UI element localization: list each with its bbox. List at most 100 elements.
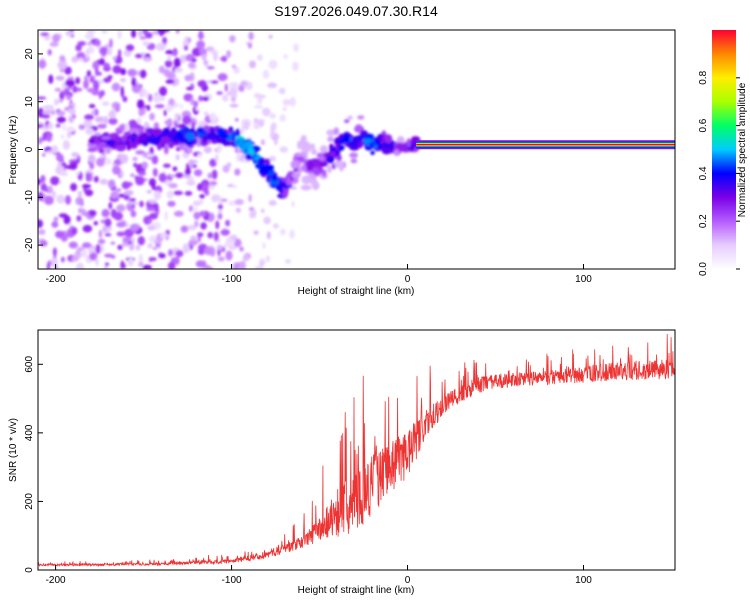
spectrogram-noise-cell (112, 165, 121, 175)
spectrogram-noise-cell (217, 73, 228, 82)
spectrogram-noise-cell (38, 191, 44, 201)
spectrogram-noise-cell (98, 229, 103, 239)
spectrogram-marks (38, 30, 675, 269)
spectrogram-noise-cell (130, 210, 137, 218)
spectrogram-noise-cell (163, 163, 171, 168)
spectrogram-noise-cell (112, 65, 122, 74)
spectrogram-noise-cell (108, 110, 117, 119)
spectrogram-noise-cell (84, 33, 95, 40)
spectrogram-noise-cell (158, 253, 166, 259)
spectrogram-noise-cell (173, 190, 184, 196)
spectrogram-noise-cell (175, 30, 180, 34)
spectrogram-noise-cell (116, 231, 126, 237)
spectrogram-noise-cell (278, 87, 286, 95)
spectrogram-noise-cell (229, 35, 236, 43)
spectrogram-noise-cell (82, 242, 92, 249)
spectrogram-noise-cell (38, 59, 47, 69)
spectrogram-noise-cell (182, 243, 190, 254)
spectrogram-noise-cell (71, 56, 78, 63)
spectrogram-ridge-cell (386, 141, 395, 150)
spectrogram-noise-cell (225, 219, 231, 227)
spectrogram-noise-cell (56, 116, 66, 124)
spectrogram-noise-cell (66, 131, 72, 139)
spectrogram-ridge-cell (237, 139, 245, 149)
spectrogram-noise-cell (99, 46, 109, 55)
spectrogram-noise-cell (242, 254, 250, 262)
spectrogram-noise-cell (154, 104, 165, 109)
spectrogram-noise-cell (84, 189, 94, 197)
spectrogram-noise-cell (148, 199, 157, 204)
spectrogram-noise-cell (102, 226, 107, 233)
spectrogram-noise-cell (289, 229, 295, 239)
spectrogram-noise-cell (166, 190, 174, 199)
spectrogram-noise-cell (202, 265, 212, 269)
spectrogram-ridge-cell (396, 136, 405, 145)
snr-frame (37, 329, 676, 571)
spectrogram-ridge-cell (349, 152, 358, 159)
spectrogram-noise-cell (131, 30, 137, 38)
spectrogram-noise-cell (149, 257, 157, 262)
spectrogram-noise-cell (83, 119, 93, 128)
spectrogram-ridge-cell (160, 136, 170, 145)
spectrogram-ridge-cell (326, 165, 332, 174)
spectrogram-ridge-cell (206, 132, 218, 140)
x-tick-label: -200 (46, 575, 66, 586)
spectrogram-ridge-cell (151, 128, 163, 136)
spectrogram-ridge-cell (322, 169, 327, 178)
spectrogram-noise-cell (53, 216, 59, 222)
spectrogram-ridge-cell (337, 139, 345, 144)
spectrogram-ridge-cell (114, 135, 121, 143)
spectrogram-noise-cell (85, 53, 89, 59)
spectrogram-ridge-cell (128, 128, 140, 134)
spectrogram-noise-cell (149, 112, 156, 121)
spectrogram-noise-cell (154, 239, 161, 245)
spectrogram-noise-cell (141, 161, 148, 169)
colorbar: 0.0 0.2 0.4 0.6 0.8 Normalized spectral ampl… (698, 30, 748, 276)
spectrogram-noise-cell (191, 58, 197, 63)
spectrogram-noise-cell (146, 104, 151, 111)
spectrogram-noise-cell (87, 246, 98, 255)
spectrogram-y-label: Frequency (Hz) (8, 116, 19, 185)
spectrogram-noise-cell (184, 74, 193, 82)
spectrogram-noise-cell (49, 41, 59, 47)
spectrogram-noise-cell (114, 104, 121, 113)
spectrogram-noise-cell (84, 114, 94, 121)
spectrogram-ridge-cell (188, 140, 193, 146)
spectrogram-noise-cell (159, 30, 163, 37)
spectrogram-noise-cell (283, 106, 287, 112)
y-tick-label: 10 (24, 96, 35, 108)
spectrogram-noise-cell (95, 67, 99, 77)
spectrogram-ridge-cell (166, 142, 172, 147)
spectrogram-noise-cell (186, 86, 194, 91)
spectrogram-noise-cell (57, 60, 68, 70)
spectrogram-noise-cell (92, 61, 100, 70)
spectrogram-noise-cell (203, 111, 209, 116)
spectrogram-noise-cell (66, 94, 72, 101)
spectrogram-noise-cell (261, 208, 265, 213)
spectrogram-noise-cell (103, 115, 108, 125)
spectrogram-noise-cell (169, 174, 176, 178)
spectrogram-x-label: Height of straight line (km) (298, 286, 415, 297)
spectrogram-noise-cell (225, 250, 233, 261)
spectrogram-noise-cell (213, 52, 218, 62)
spectrogram-noise-cell (249, 60, 256, 69)
colorbar-tick-label: 0.6 (698, 118, 709, 132)
spectrogram-noise-cell (51, 221, 59, 228)
spectrogram-ridge-cell (358, 142, 363, 149)
spectrogram-noise-cell (184, 191, 193, 196)
spectrogram-noise-cell (160, 232, 168, 239)
spectrogram-noise-cell (38, 219, 44, 229)
spectrogram-noise-cell (138, 90, 145, 98)
spectrogram-noise-cell (272, 223, 279, 229)
spectrogram-noise-cell (121, 181, 131, 190)
spectrogram-noise-cell (118, 193, 125, 198)
spectrogram-noise-cell (143, 90, 149, 98)
spectrogram-noise-cell (145, 57, 150, 63)
spectrogram-noise-cell (173, 57, 181, 68)
spectrogram-noise-cell (188, 205, 194, 212)
spectrogram-noise-cell (234, 168, 241, 176)
spectrogram-noise-cell (266, 231, 271, 240)
spectrogram-noise-cell (46, 133, 52, 143)
spectrogram-noise-cell (231, 64, 237, 69)
